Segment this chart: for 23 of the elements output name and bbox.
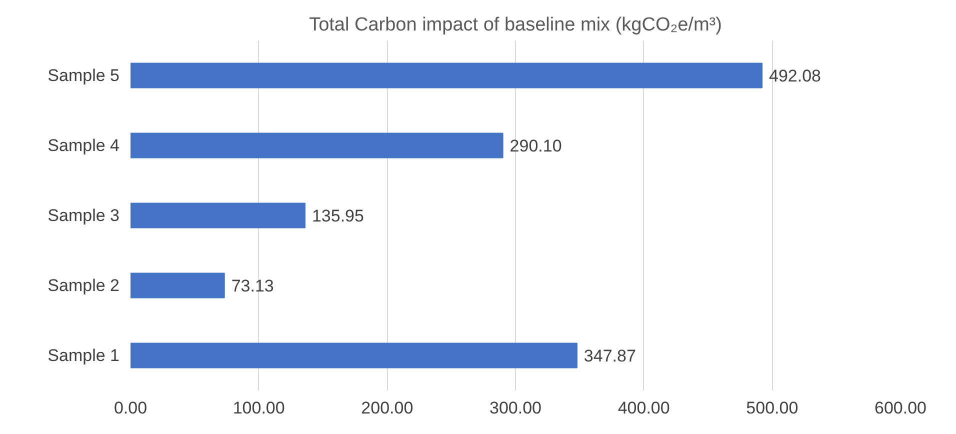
y-tick-label: Sample 4: [48, 136, 120, 155]
x-tick-label: 600.00: [874, 398, 926, 418]
y-tick-label: Sample 3: [48, 206, 120, 225]
data-label: 135.95: [312, 206, 364, 226]
y-tick-label: Sample 2: [48, 276, 120, 295]
data-label: 290.10: [510, 136, 562, 156]
data-label: 492.08: [769, 66, 822, 86]
y-tick-label: Sample 1: [48, 346, 120, 365]
x-tick-label: 500.00: [746, 398, 798, 418]
bar: [130, 132, 504, 158]
y-tick-label: Sample 5: [48, 66, 120, 85]
data-label: 73.13: [231, 276, 274, 296]
bar: [130, 62, 763, 88]
data-label: 347.87: [584, 346, 636, 366]
bar: [130, 272, 225, 298]
chart-title: Total Carbon impact of baseline mix (kgCO₂e/m³): [309, 14, 722, 36]
x-tick-label: 100.00: [232, 398, 285, 418]
bar: [130, 202, 306, 228]
x-tick-label: 0.00: [114, 398, 148, 418]
x-tick-label: 300.00: [490, 398, 542, 418]
x-tick-label: 200.00: [361, 398, 414, 418]
x-tick-label: 400.00: [618, 398, 670, 418]
bar: [130, 342, 578, 368]
